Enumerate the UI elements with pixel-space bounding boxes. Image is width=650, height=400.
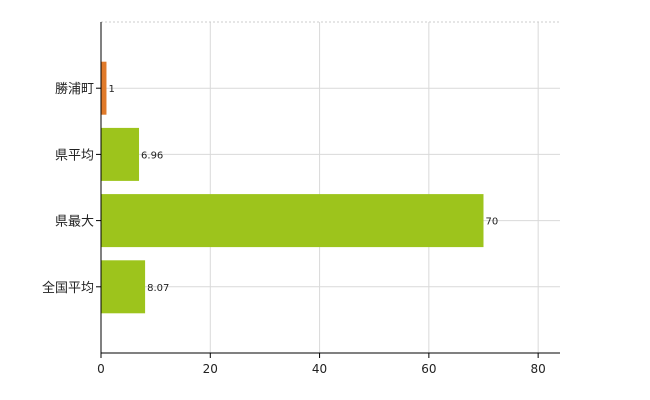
data-label-2: 70	[486, 217, 499, 228]
grid-lines	[101, 21, 560, 353]
bars-group	[101, 61, 484, 314]
bar-0	[101, 61, 107, 115]
x-tick-label-2: 40	[312, 362, 327, 376]
y-tick-label-1: 県平均	[55, 148, 94, 163]
bar-1	[101, 127, 140, 181]
data-label-3: 8.07	[147, 283, 169, 294]
axes-group	[96, 22, 560, 358]
bar-3	[101, 260, 146, 314]
x-tick-label-4: 80	[531, 362, 546, 376]
bar-2	[101, 194, 484, 248]
x-tick-label-0: 0	[97, 362, 105, 376]
y-tick-label-2: 県最大	[55, 215, 94, 230]
x-tick-label-1: 20	[203, 362, 218, 376]
y-tick-label-3: 全国平均	[42, 280, 94, 296]
y-tick-label-0: 勝浦町	[55, 82, 94, 97]
data-label-1: 6.96	[141, 150, 163, 161]
x-tick-label-3: 60	[421, 362, 436, 376]
data-label-0: 1	[108, 84, 114, 95]
